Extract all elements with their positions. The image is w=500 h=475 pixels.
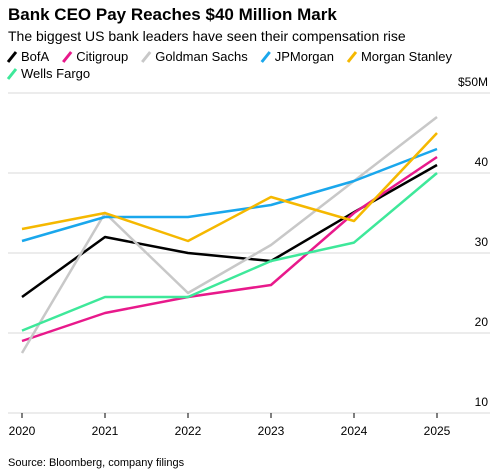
x-tick-label: 2025 bbox=[424, 424, 451, 438]
y-tick-label: 30 bbox=[475, 235, 489, 249]
legend-item: Morgan Stanley bbox=[346, 49, 453, 64]
legend-swatch bbox=[6, 68, 18, 80]
y-tick-label: 20 bbox=[475, 315, 489, 329]
series-line bbox=[21, 172, 438, 332]
legend-swatch bbox=[62, 51, 73, 63]
legend-label: Goldman Sachs bbox=[155, 49, 248, 64]
legend-item: Wells Fargo bbox=[6, 66, 90, 81]
chart-subtitle: The biggest US bank leaders have seen th… bbox=[8, 28, 406, 44]
y-tick-label: 10 bbox=[475, 395, 489, 409]
legend-label: Wells Fargo bbox=[21, 66, 90, 81]
legend-label: JPMorgan bbox=[275, 49, 334, 64]
legend-swatch bbox=[346, 51, 358, 63]
series-line bbox=[21, 155, 438, 343]
chart-title: Bank CEO Pay Reaches $40 Million Mark bbox=[8, 5, 337, 24]
x-tick-label: 2021 bbox=[92, 424, 119, 438]
source-note: Source: Bloomberg, company filings bbox=[8, 457, 185, 469]
legend-item: JPMorgan bbox=[260, 49, 334, 64]
series-line bbox=[21, 163, 438, 299]
series-line bbox=[20, 116, 438, 354]
legend-swatch bbox=[6, 51, 18, 63]
x-tick-label: 2022 bbox=[175, 424, 202, 438]
legend-item: BofA bbox=[6, 49, 50, 64]
legend-item: Citigroup bbox=[62, 49, 128, 64]
legend-swatch bbox=[141, 51, 152, 63]
legend-item: Goldman Sachs bbox=[141, 49, 248, 64]
legend-label: Citigroup bbox=[76, 49, 128, 64]
legend-swatch bbox=[260, 51, 271, 63]
legend-label: Morgan Stanley bbox=[361, 49, 453, 64]
legend-label: BofA bbox=[21, 49, 50, 64]
series-line bbox=[21, 147, 438, 243]
x-tick-label: 2024 bbox=[341, 424, 368, 438]
y-tick-label: 40 bbox=[475, 155, 489, 169]
y-tick-label: $50M bbox=[458, 75, 488, 89]
x-tick-label: 2023 bbox=[258, 424, 285, 438]
series-line bbox=[21, 132, 438, 243]
x-tick-label: 2020 bbox=[9, 424, 36, 438]
